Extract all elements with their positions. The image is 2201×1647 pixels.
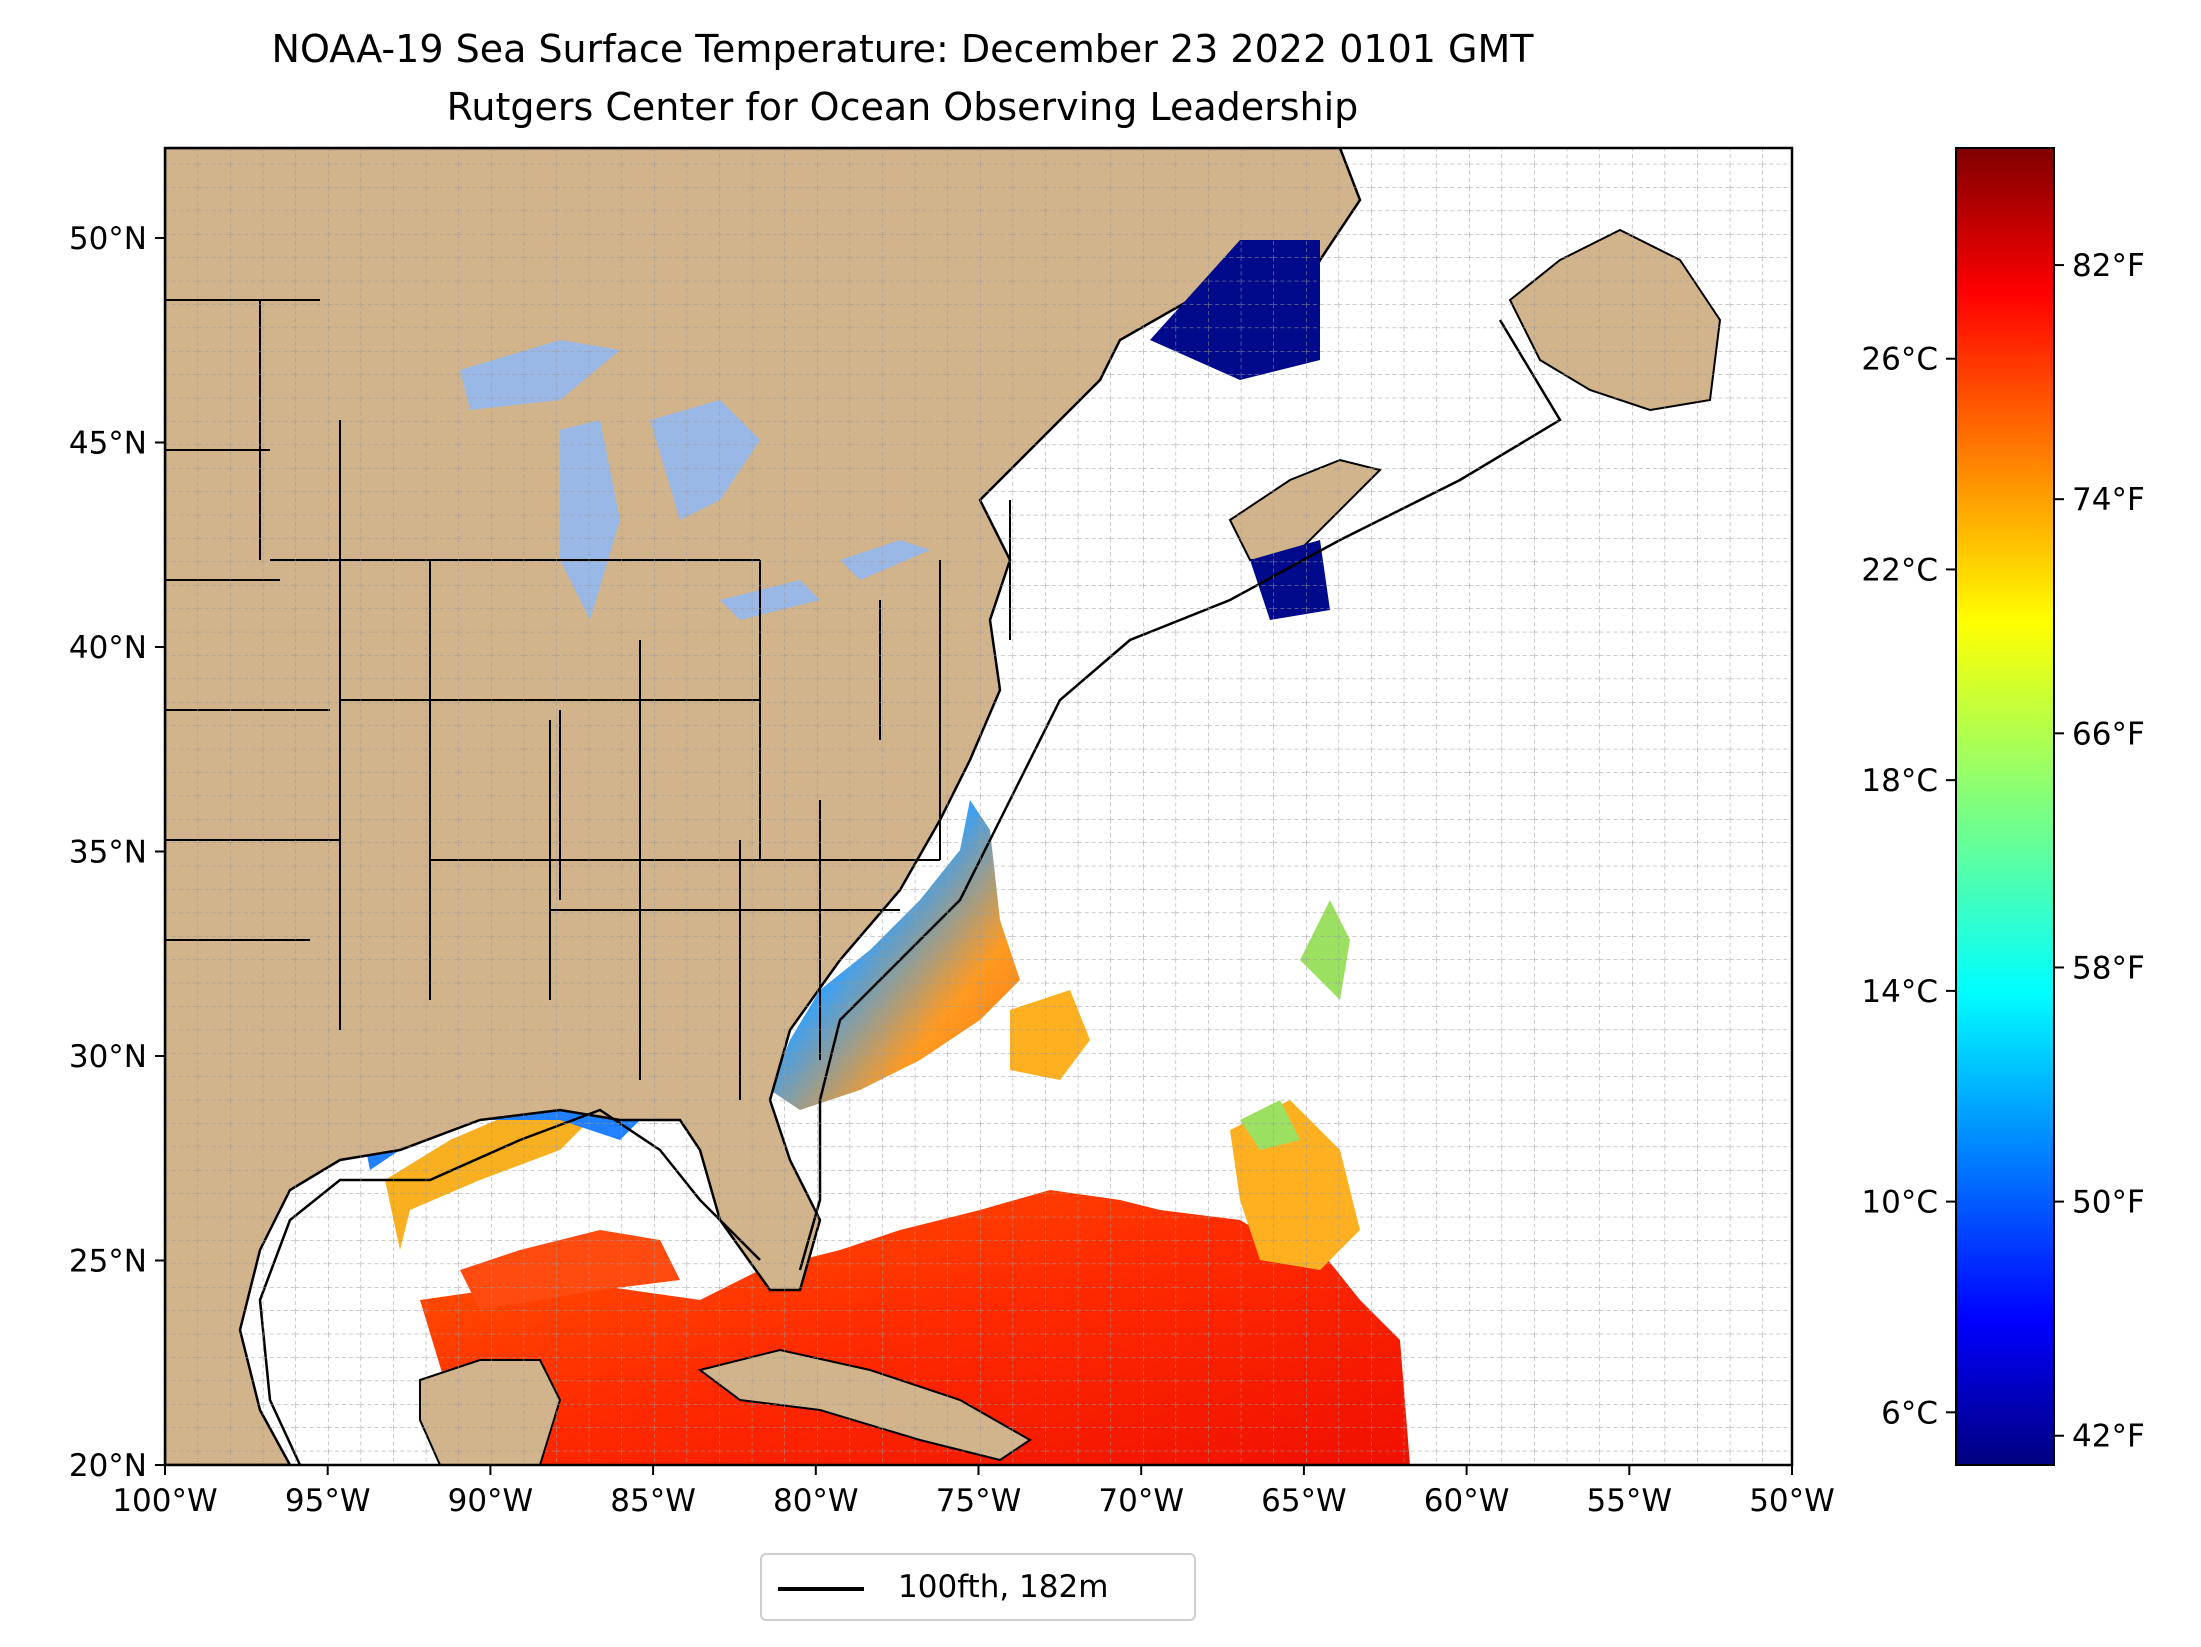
legend-label: 100fth, 182m bbox=[898, 1569, 1109, 1605]
map-gridlines bbox=[165, 148, 1792, 1465]
lon-tick-label: 75°W bbox=[936, 1483, 1022, 1519]
celsius-tick-label: 14°C bbox=[1861, 974, 1938, 1010]
celsius-tick-label: 26°C bbox=[1861, 342, 1938, 378]
latitude-axis: 20°N 25°N 30°N 35°N 40°N 45°N 50°N bbox=[69, 221, 165, 1484]
lon-tick-label: 50°W bbox=[1749, 1483, 1835, 1519]
lon-tick-label: 80°W bbox=[773, 1483, 859, 1519]
lon-tick-label: 70°W bbox=[1098, 1483, 1184, 1519]
fahrenheit-tick-label: 74°F bbox=[2072, 482, 2145, 518]
lon-tick-label: 55°W bbox=[1586, 1483, 1672, 1519]
lon-tick-label: 85°W bbox=[610, 1483, 696, 1519]
map-title: NOAA-19 Sea Surface Temperature: Decembe… bbox=[271, 27, 1534, 71]
colorbar bbox=[1955, 147, 2055, 1466]
lat-tick-label: 30°N bbox=[69, 1039, 147, 1075]
lat-tick-label: 25°N bbox=[69, 1243, 147, 1279]
lon-tick-label: 100°W bbox=[112, 1483, 217, 1519]
celsius-tick-label: 6°C bbox=[1881, 1395, 1938, 1431]
colorbar-fahrenheit-axis: 42°F 50°F 58°F 66°F 74°F 82°F bbox=[2054, 248, 2145, 1455]
celsius-tick-label: 22°C bbox=[1861, 552, 1938, 588]
lon-tick-label: 60°W bbox=[1424, 1483, 1510, 1519]
celsius-tick-label: 18°C bbox=[1861, 763, 1938, 799]
map-area bbox=[165, 148, 1792, 1465]
lat-tick-label: 40°N bbox=[69, 630, 147, 666]
fahrenheit-tick-label: 58°F bbox=[2072, 950, 2145, 986]
fahrenheit-tick-label: 42°F bbox=[2072, 1419, 2145, 1455]
fahrenheit-tick-label: 50°F bbox=[2072, 1185, 2145, 1221]
lon-tick-label: 95°W bbox=[285, 1483, 371, 1519]
colorbar-celsius-axis: 6°C 10°C 14°C 18°C 22°C 26°C bbox=[1861, 342, 1956, 1431]
fahrenheit-tick-label: 82°F bbox=[2072, 248, 2145, 284]
fahrenheit-tick-label: 66°F bbox=[2072, 716, 2145, 752]
lat-tick-label: 45°N bbox=[69, 425, 147, 461]
lat-tick-label: 20°N bbox=[69, 1448, 147, 1484]
lat-tick-label: 50°N bbox=[69, 221, 147, 257]
celsius-tick-label: 10°C bbox=[1861, 1185, 1938, 1221]
legend: 100fth, 182m bbox=[760, 1553, 1196, 1621]
legend-line-swatch bbox=[778, 1587, 864, 1591]
lat-tick-label: 35°N bbox=[69, 834, 147, 870]
lon-tick-label: 90°W bbox=[448, 1483, 534, 1519]
lon-tick-label: 65°W bbox=[1261, 1483, 1347, 1519]
longitude-axis: 100°W 95°W 90°W 85°W 80°W 75°W 70°W 65°W 60°W 55°… bbox=[112, 1465, 1835, 1519]
map-subtitle: Rutgers Center for Ocean Observing Leade… bbox=[446, 85, 1359, 129]
